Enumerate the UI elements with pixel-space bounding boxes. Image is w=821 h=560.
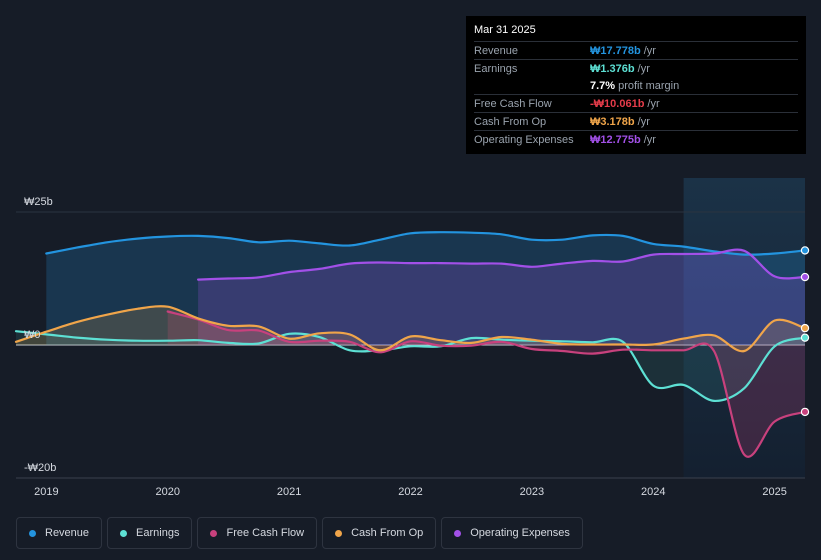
tooltip-unit: /yr xyxy=(647,97,660,110)
operating-expenses-area xyxy=(198,249,806,345)
free-cash-flow-area xyxy=(167,311,805,457)
x-tick-label: 2024 xyxy=(641,486,665,498)
tooltip-panel: Mar 31 2025 Revenue ₩17.778b /yr Earning… xyxy=(466,16,806,154)
y-tick-label: ₩25b xyxy=(24,196,53,208)
cash-from-op-line xyxy=(14,305,807,353)
legend: Revenue Earnings Free Cash Flow Cash Fro… xyxy=(16,517,583,549)
x-tick-label: 2025 xyxy=(762,486,786,498)
legend-dot-icon xyxy=(210,529,218,537)
tooltip-value: 7.7% xyxy=(590,79,616,92)
legend-item-operating-expenses[interactable]: Operating Expenses xyxy=(441,517,583,549)
legend-label: Free Cash Flow xyxy=(226,527,305,539)
tooltip-row-revenue: Revenue ₩17.778b /yr xyxy=(474,41,798,59)
tooltip-label: Free Cash Flow xyxy=(474,97,552,110)
x-tick-label: 2021 xyxy=(277,486,301,498)
earnings-end-point xyxy=(800,333,810,342)
axis-ticks: ₩25b ₩0 -₩20b 2019 2020 2021 2022 2023 2024 2025 xyxy=(24,196,787,498)
chart-background xyxy=(683,178,805,478)
x-tick-label: 2019 xyxy=(34,486,58,498)
cash-from-op-area xyxy=(16,306,805,352)
tooltip-label: Cash From Op xyxy=(474,115,547,128)
x-tick-label: 2022 xyxy=(398,486,422,498)
legend-item-earnings[interactable]: Earnings xyxy=(107,517,193,549)
tooltip-row-profit-margin: 7.7% profit margin xyxy=(474,77,798,94)
forecast-region xyxy=(683,178,805,478)
y-tick-label: ₩0 xyxy=(24,329,41,341)
legend-label: Earnings xyxy=(136,527,180,539)
legend-dot-icon xyxy=(454,529,462,537)
tooltip-row-operating-expenses: Operating Expenses ₩12.775b /yr xyxy=(474,130,798,148)
legend-item-free-cash-flow[interactable]: Free Cash Flow xyxy=(197,517,318,549)
gridlines xyxy=(16,211,805,479)
revenue-line xyxy=(45,231,807,256)
tooltip-unit: /yr xyxy=(637,62,650,75)
tooltip-value: ₩1.376b xyxy=(590,62,635,75)
operating-expenses-end-point xyxy=(800,272,810,282)
series-end-dots xyxy=(800,246,810,417)
tooltip-row-earnings: Earnings ₩1.376b /yr xyxy=(474,59,798,77)
legend-item-revenue[interactable]: Revenue xyxy=(16,517,103,549)
tooltip-unit: /yr xyxy=(643,133,656,146)
tooltip-label: Earnings xyxy=(474,62,518,75)
free-cash-flow-end-point xyxy=(800,407,810,417)
tooltip-value: ₩12.775b xyxy=(590,133,641,146)
tooltip-value: ₩17.778b xyxy=(590,44,641,57)
cash-from-op-end-point xyxy=(800,323,810,333)
legend-dot-icon xyxy=(335,529,343,537)
legend-label: Operating Expenses xyxy=(470,527,570,539)
series-lines xyxy=(14,231,807,458)
tooltip-label: Revenue xyxy=(474,44,519,57)
revenue-area xyxy=(46,232,806,345)
legend-dot-icon xyxy=(120,529,128,537)
tooltip-row-cash-from-op: Cash From Op ₩3.178b /yr xyxy=(474,112,798,130)
legend-dot-icon xyxy=(29,529,36,537)
legend-label: Cash From Op xyxy=(351,527,424,539)
tooltip-value: ₩3.178b xyxy=(590,115,635,128)
tooltip-unit: /yr xyxy=(643,44,656,57)
x-tick-label: 2023 xyxy=(520,486,544,498)
revenue-end-point xyxy=(800,246,810,255)
tooltip-value: -₩10.061b xyxy=(590,97,645,110)
earnings-line xyxy=(14,330,807,403)
tooltip-unit: profit margin xyxy=(618,79,680,92)
tooltip-unit: /yr xyxy=(637,115,650,128)
x-tick-label: 2020 xyxy=(155,486,179,498)
tooltip-row-free-cash-flow: Free Cash Flow -₩10.061b /yr xyxy=(474,94,798,112)
y-tick-label: -₩20b xyxy=(24,462,56,474)
tooltip-date: Mar 31 2025 xyxy=(474,24,536,36)
tooltip-label: Operating Expenses xyxy=(474,133,574,146)
operating-expenses-line xyxy=(197,248,807,281)
legend-label: Revenue xyxy=(45,527,90,539)
free-cash-flow-line xyxy=(166,310,807,458)
legend-item-cash-from-op[interactable]: Cash From Op xyxy=(322,517,437,549)
